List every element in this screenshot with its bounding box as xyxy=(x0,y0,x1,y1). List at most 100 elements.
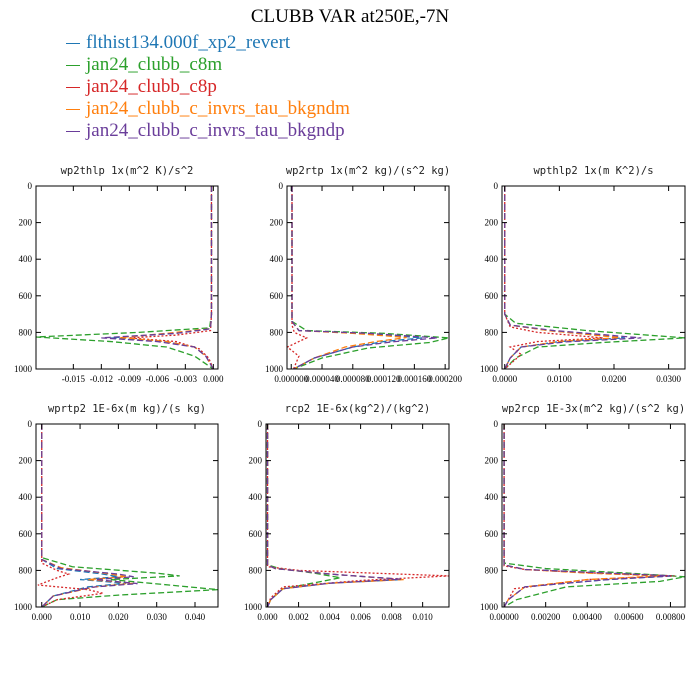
y-tick-label: 200 xyxy=(249,456,263,466)
legend-item-0: flthist134.000f_xp2_revert xyxy=(66,32,350,54)
panel-title: rcp2 1E-6x(kg^2)/(kg^2) xyxy=(285,403,430,415)
series-line-0 xyxy=(503,424,675,607)
y-tick-label: 600 xyxy=(485,529,499,539)
chart-panel-2: wpthlp2 1x(m K^2)/s 0 200 400 600 800 10000.00… xyxy=(480,165,686,384)
y-tick-label: 400 xyxy=(485,492,499,502)
y-tick-label: 0 xyxy=(258,419,263,429)
series-line-2 xyxy=(503,424,675,607)
x-tick-label: 0.000 xyxy=(203,374,224,384)
x-tick-label: 0.0000 xyxy=(492,374,517,384)
legend-item-1: jan24_clubb_c8m xyxy=(66,54,350,76)
x-tick-label: 0.00400 xyxy=(573,612,603,622)
y-tick-label: 0 xyxy=(494,181,499,191)
y-tick-label: 0 xyxy=(28,419,33,429)
x-tick-label: 0.030 xyxy=(147,612,168,622)
y-tick-label: 200 xyxy=(270,218,284,228)
plot-frame xyxy=(35,185,219,370)
legend-label: jan24_clubb_c_invrs_tau_bkgndm xyxy=(86,98,350,119)
series-line-3 xyxy=(119,186,214,369)
series-line-0 xyxy=(266,424,403,607)
panel-title: wp2rtp 1x(m^2 kg)/(s^2 kg) xyxy=(286,165,450,177)
series-line-2 xyxy=(129,186,214,369)
panel-title: wprtp2 1E-6x(m kg)/(s kg) xyxy=(48,403,206,415)
series-line-3 xyxy=(504,186,620,369)
y-tick-label: 400 xyxy=(270,254,284,264)
x-tick-label: 0.040 xyxy=(185,612,206,622)
x-tick-label: 0.006 xyxy=(350,612,371,622)
x-tick-label: -0.003 xyxy=(174,374,198,384)
x-tick-label: -0.015 xyxy=(62,374,86,384)
series-line-4 xyxy=(503,424,671,607)
series-line-1 xyxy=(266,424,341,607)
y-tick-label: 600 xyxy=(485,291,499,301)
plot-frame xyxy=(265,423,450,608)
series-line-2 xyxy=(37,424,104,607)
legend-item-4: jan24_clubb_c_invrs_tau_bkgndp xyxy=(66,120,350,142)
legend-label: jan24_clubb_c8p xyxy=(86,76,217,97)
series-line-4 xyxy=(101,186,214,369)
x-tick-label: 0.010 xyxy=(413,612,434,622)
chart-panel-0: wp2thlp 1x(m^2 K)/s^2 0 200 400 600 800 1000 -0… xyxy=(14,165,224,384)
x-tick-label: 0.00000 xyxy=(489,612,519,622)
y-tick-label: 600 xyxy=(19,529,33,539)
y-tick-label: 200 xyxy=(19,456,33,466)
x-tick-label: 0.000000 xyxy=(274,374,308,384)
series-line-4 xyxy=(266,424,401,607)
x-tick-label: 0.00800 xyxy=(656,612,686,622)
panel-title: wpthlp2 1x(m K^2)/s xyxy=(533,165,653,177)
x-tick-label: 0.000160 xyxy=(397,374,431,384)
y-tick-label: 0 xyxy=(28,181,33,191)
chart-panel-3: wprtp2 1E-6x(m kg)/(s kg) 0 200 400 600 800 10… xyxy=(14,403,219,622)
y-tick-label: 600 xyxy=(19,291,33,301)
legend-swatch-icon xyxy=(66,109,80,111)
legend-item-2: jan24_clubb_c8p xyxy=(66,76,350,98)
x-tick-label: 0.00600 xyxy=(614,612,644,622)
y-tick-label: 1000 xyxy=(480,364,499,374)
x-tick-label: 0.002 xyxy=(288,612,308,622)
legend-label: jan24_clubb_c8m xyxy=(86,54,223,75)
y-tick-label: 0 xyxy=(494,419,499,429)
x-tick-label: 0.000120 xyxy=(367,374,401,384)
x-tick-label: 0.000 xyxy=(32,612,53,622)
x-tick-label: 0.00200 xyxy=(531,612,561,622)
y-tick-label: 0 xyxy=(279,181,284,191)
series-line-2 xyxy=(266,424,449,607)
y-tick-label: 800 xyxy=(270,327,284,337)
plot-frame xyxy=(35,423,219,608)
chart-panel-1: wp2rtp 1x(m^2 kg)/(s^2 kg)0 200 400 600 800 1… xyxy=(265,165,463,384)
x-tick-label: 0.0300 xyxy=(656,374,681,384)
y-tick-label: 1000 xyxy=(14,602,33,612)
legend-item-3: jan24_clubb_c_invrs_tau_bkgndm xyxy=(66,98,350,120)
series-line-1 xyxy=(504,186,685,369)
x-tick-label: 0.004 xyxy=(319,612,340,622)
legend-swatch-icon xyxy=(66,65,80,67)
y-tick-label: 1000 xyxy=(14,364,33,374)
legend-label: flthist134.000f_xp2_revert xyxy=(86,32,291,53)
figure-title: CLUBB VAR at250E,-7N xyxy=(250,6,450,27)
y-tick-label: 400 xyxy=(19,492,33,502)
legend-swatch-icon xyxy=(66,43,80,45)
y-tick-label: 600 xyxy=(270,291,284,301)
y-tick-label: 200 xyxy=(485,218,499,228)
series-line-1 xyxy=(291,186,449,369)
series-line-1 xyxy=(41,424,218,607)
y-tick-label: 200 xyxy=(19,218,33,228)
series-line-2 xyxy=(504,186,604,369)
x-tick-label: -0.006 xyxy=(146,374,170,384)
plot-frame xyxy=(286,185,450,370)
y-tick-label: 1000 xyxy=(244,602,263,612)
x-tick-label: 0.020 xyxy=(108,612,129,622)
series-line-1 xyxy=(503,424,685,607)
y-tick-label: 800 xyxy=(19,565,33,575)
y-tick-label: 1000 xyxy=(265,364,284,374)
y-tick-label: 200 xyxy=(485,456,499,466)
legend-swatch-icon xyxy=(66,87,80,89)
x-tick-label: 0.000 xyxy=(257,612,278,622)
chart-panel-4: rcp2 1E-6x(kg^2)/(kg^2) 0 200 400 600 800 1000… xyxy=(244,403,450,622)
x-tick-label: -0.012 xyxy=(90,374,113,384)
x-tick-label: 0.000080 xyxy=(336,374,370,384)
legend-label: jan24_clubb_c_invrs_tau_bkgndp xyxy=(86,120,345,141)
series-line-4 xyxy=(504,186,642,369)
